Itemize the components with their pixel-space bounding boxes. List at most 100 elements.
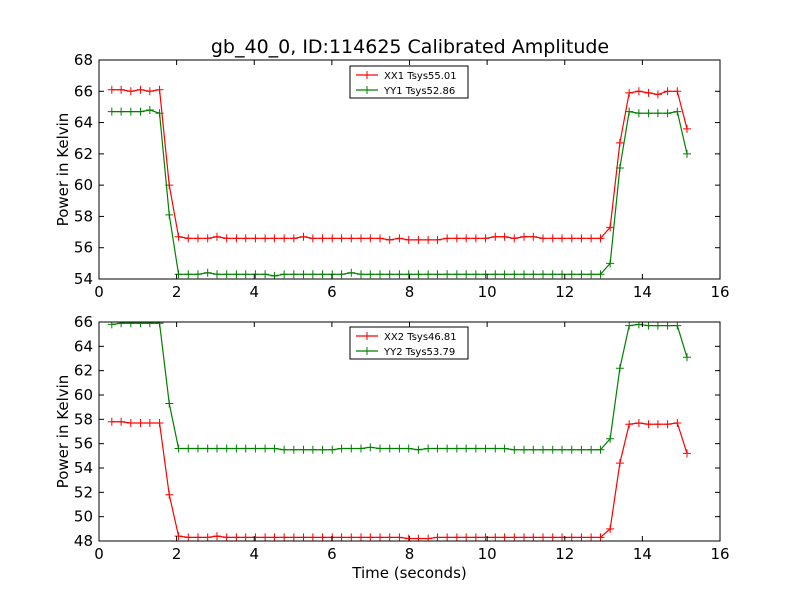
data-point <box>548 533 557 541</box>
data-point <box>539 445 548 454</box>
legend-label: XX2 Tsys46.81 <box>384 332 457 343</box>
x-tick-label: 12 <box>555 545 574 563</box>
data-point <box>347 268 356 277</box>
data-point <box>443 234 452 243</box>
data-point <box>577 533 586 541</box>
data-point <box>193 444 202 453</box>
series-line <box>111 421 688 540</box>
data-point <box>356 444 365 453</box>
data-point <box>424 270 433 279</box>
data-point <box>107 85 116 94</box>
x-tick-label: 8 <box>405 545 415 563</box>
data-point <box>471 234 480 243</box>
data-point <box>193 234 202 243</box>
data-point <box>673 107 682 116</box>
y-tick-label: 64 <box>74 114 93 132</box>
data-point <box>587 234 596 243</box>
data-point <box>567 234 576 243</box>
data-point <box>529 270 538 279</box>
data-point <box>471 533 480 541</box>
data-point <box>376 444 384 453</box>
data-point <box>452 234 461 243</box>
data-point <box>462 444 471 453</box>
data-point <box>356 270 365 279</box>
data-point <box>404 270 413 279</box>
data-point <box>376 533 384 541</box>
data-point <box>634 322 643 329</box>
legend: XX2 Tsys46.81 YY2 Tsys53.79 <box>349 326 469 360</box>
data-point <box>308 533 317 541</box>
data-point <box>520 533 528 541</box>
data-point <box>280 234 289 243</box>
data-point <box>615 163 624 172</box>
data-point <box>606 434 615 443</box>
legend-marker <box>363 71 371 79</box>
y-tick-label: 56 <box>74 239 93 257</box>
y-tick-label: 62 <box>74 145 93 163</box>
data-point <box>318 445 327 454</box>
data-point <box>529 533 538 541</box>
y-axis-label: Power in Kelvin <box>54 375 72 489</box>
data-point <box>299 232 308 241</box>
data-point <box>126 107 135 116</box>
data-point <box>232 234 241 243</box>
data-point <box>424 444 433 453</box>
data-point <box>241 444 250 453</box>
data-point <box>395 270 404 279</box>
legend: XX1 Tsys55.01 YY1 Tsys52.86 <box>349 65 469 99</box>
x-tick-label: 12 <box>555 283 574 301</box>
data-point <box>510 533 519 541</box>
data-point <box>165 399 174 408</box>
data-point <box>203 444 212 453</box>
plot-xx2-yy2: 0 2 4 6 8 10 12 14 16 48 50 52 54 56 58 60 62 64 66 Power i… <box>54 313 730 582</box>
data-point <box>644 322 653 330</box>
data-point <box>433 235 442 244</box>
data-point <box>155 85 164 94</box>
data-point <box>385 235 394 244</box>
data-point <box>376 234 384 243</box>
data-point <box>395 234 404 243</box>
data-point <box>261 270 270 279</box>
data-point <box>165 490 174 499</box>
y-tick-label: 64 <box>74 337 93 355</box>
data-point <box>155 418 164 427</box>
data-point <box>337 234 346 243</box>
x-tick-label: 0 <box>94 545 104 563</box>
y-axis-label: Power in Kelvin <box>54 113 72 227</box>
data-point <box>452 444 461 453</box>
data-point <box>126 322 135 328</box>
data-point <box>376 270 384 279</box>
data-point <box>337 533 346 541</box>
data-point <box>462 533 471 541</box>
data-point <box>366 443 375 452</box>
series-xx-1 <box>107 85 692 244</box>
data-point <box>625 420 634 429</box>
data-point <box>366 270 375 279</box>
data-point <box>606 524 615 533</box>
data-point <box>548 270 557 279</box>
y-tick-label: 52 <box>74 483 93 501</box>
data-point <box>443 270 452 279</box>
x-tick-label: 8 <box>405 283 415 301</box>
x-tick-label: 4 <box>249 545 259 563</box>
data-point <box>241 533 250 541</box>
data-point <box>663 420 672 429</box>
data-point <box>107 322 116 329</box>
data-point <box>606 259 615 268</box>
data-point <box>673 418 682 427</box>
data-point <box>529 445 538 454</box>
data-point <box>184 533 193 541</box>
data-point <box>165 210 174 219</box>
data-point <box>136 322 145 328</box>
legend-box <box>349 326 469 360</box>
data-point <box>462 270 471 279</box>
data-point <box>308 234 317 243</box>
data-point <box>251 444 260 453</box>
data-point <box>644 88 653 97</box>
data-point <box>299 445 308 454</box>
series-line <box>111 89 688 241</box>
data-point <box>424 534 433 541</box>
data-point <box>471 444 480 453</box>
data-point <box>136 418 145 427</box>
